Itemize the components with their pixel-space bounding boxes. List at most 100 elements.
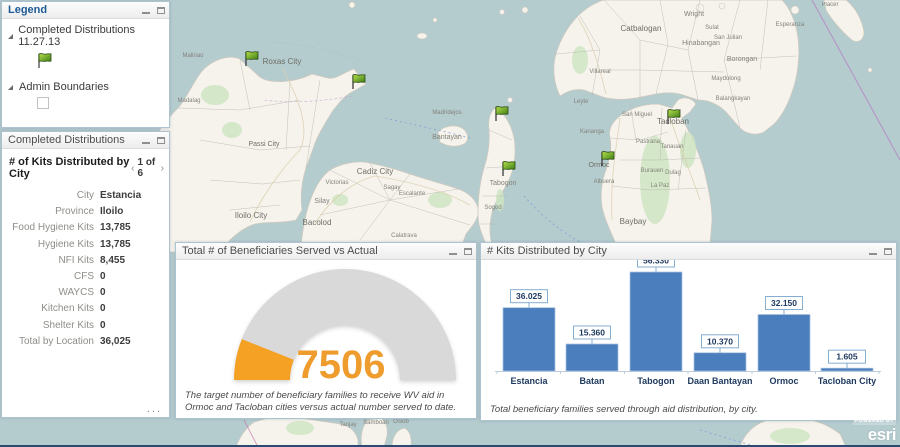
detail-row: Total by Location 36,025 <box>2 334 169 350</box>
bar-tabogon[interactable] <box>629 271 683 372</box>
value-label: 32.150 <box>771 298 797 308</box>
maximize-icon[interactable] <box>157 136 165 144</box>
bar-estancia[interactable] <box>502 307 556 372</box>
detail-value: Estancia <box>100 190 142 201</box>
map-place-label: Dulag <box>665 170 681 176</box>
minimize-icon[interactable] <box>869 247 877 255</box>
distribution-flag-icon[interactable] <box>667 109 681 124</box>
detail-label: NFI Kits <box>58 254 94 266</box>
value-label-box <box>510 289 548 304</box>
detail-value: 13,785 <box>100 238 131 250</box>
maximize-icon[interactable] <box>157 6 165 14</box>
category-label: Daan Bantayan <box>687 376 752 386</box>
detail-label: CFS <box>74 271 94 283</box>
bar-panel-title: # Kits Distributed by City <box>487 245 607 257</box>
map-place-label: Cadiz City <box>357 167 393 176</box>
bar-chart-panel: # Kits Distributed by City 36.025 Estanci… <box>480 242 897 421</box>
vegetation <box>201 46 810 444</box>
distribution-flag-icon[interactable] <box>502 161 516 176</box>
map-place-label: Bacolod <box>303 218 332 227</box>
detail-value: 13,785 <box>100 222 131 234</box>
collapse-triangle-icon[interactable] <box>7 33 13 40</box>
map-place-label: Balangkayan <box>716 96 751 102</box>
map-place-label: Oslob <box>393 419 409 425</box>
gauge-panel-title: Total # of Beneficiaries Served vs Actua… <box>182 245 378 257</box>
map-place-label: Bantayan <box>432 134 462 141</box>
map-place-label: Albuera <box>594 179 615 185</box>
detail-label: WAYCS <box>58 287 94 299</box>
category-label: Estancia <box>510 376 548 386</box>
gauge-panel: Total # of Beneficiaries Served vs Actua… <box>175 242 477 419</box>
category-label: Ormoc <box>769 376 798 386</box>
map-place-label: Roxas City <box>263 57 302 66</box>
map-place-label: Madridejos <box>432 110 461 116</box>
value-label-box <box>765 295 803 310</box>
admin-boundaries-swatch <box>37 97 49 109</box>
minimize-icon[interactable] <box>449 247 457 255</box>
minimize-icon[interactable] <box>142 6 150 14</box>
bar-ormoc[interactable] <box>757 314 811 372</box>
admin-boundaries <box>177 0 797 241</box>
detail-label: Food Hygiene Kits <box>12 222 94 234</box>
value-label-box <box>701 334 739 349</box>
minimize-icon[interactable] <box>142 136 150 144</box>
map-place-label: Sulat <box>705 25 719 31</box>
legend-titlebar[interactable]: Legend <box>2 2 169 19</box>
maximize-icon[interactable] <box>464 247 472 255</box>
map-place-label: Silay <box>314 198 330 205</box>
value-label: 56.330 <box>643 260 669 266</box>
legend-item-label: Admin Boundaries <box>19 81 109 93</box>
bar-titlebar[interactable]: # Kits Distributed by City <box>481 243 896 260</box>
map-place-label: Villareal <box>589 69 610 75</box>
detail-label: Total by Location <box>18 335 94 347</box>
maximize-icon[interactable] <box>884 247 892 255</box>
window-bottom-border <box>0 445 900 447</box>
details-panel-title: Completed Distributions <box>8 134 125 146</box>
pager-prev-icon[interactable]: ‹ <box>131 162 135 174</box>
map-labels: Malinao Madalag Roxas City Passi City Iloilo… <box>177 2 838 428</box>
gauge-value: 7506 <box>297 343 386 387</box>
map-place-label: Tanauan <box>660 144 683 150</box>
collapse-triangle-icon[interactable] <box>7 84 14 91</box>
powered-by-label: POWERED BY <box>852 418 896 425</box>
bar-batan[interactable] <box>565 343 619 372</box>
detail-value: 0 <box>100 319 106 331</box>
map-place-label: Sagay <box>383 185 400 191</box>
detail-value: 0 <box>100 287 106 299</box>
map-place-label: Calatrava <box>391 233 417 239</box>
category-label: Tabogon <box>637 376 674 386</box>
pager-next-icon[interactable]: › <box>160 162 164 174</box>
details-heading: # of Kits Distributed by City <box>9 156 130 180</box>
detail-row: Food Hygiene Kits 13,785 <box>2 220 169 236</box>
gauge-fill-arc <box>234 339 294 380</box>
details-titlebar[interactable]: Completed Distributions <box>2 132 169 149</box>
map-place-label: Madalag <box>177 98 200 104</box>
distribution-flag-icon[interactable] <box>245 51 259 66</box>
gauge-track-arc <box>234 269 456 380</box>
bar-chart: 36.025 Estancia 15.360 Batan 56.330 Tabogon 10… <box>495 260 881 386</box>
map-place-label: Victorias <box>326 180 349 186</box>
detail-label: City <box>76 190 94 201</box>
detail-value: 0 <box>100 303 106 315</box>
distribution-flag-icon[interactable] <box>495 106 509 121</box>
category-label: Tacloban City <box>818 376 876 386</box>
detail-label: Hygiene Kits <box>37 238 94 250</box>
overflow-ellipsis[interactable]: ... <box>146 403 162 415</box>
map-place-label: San Julian <box>714 35 742 41</box>
detail-row: CFS 0 <box>2 269 169 285</box>
detail-row: Province Iloilo <box>2 204 169 220</box>
value-label: 15.360 <box>579 328 605 338</box>
detail-row: NFI Kits 8,455 <box>2 253 169 269</box>
bar-tacloban-city[interactable] <box>820 367 874 372</box>
distribution-flag-icon[interactable] <box>601 151 615 166</box>
map-flag-markers[interactable] <box>245 51 681 176</box>
bar-daan-bantayan[interactable] <box>693 352 747 372</box>
gauge-titlebar[interactable]: Total # of Beneficiaries Served vs Actua… <box>176 243 476 260</box>
green-flag-icon <box>38 53 52 68</box>
distribution-flag-icon[interactable] <box>352 74 366 89</box>
value-label-box <box>828 349 866 364</box>
map-place-label: Leyte <box>574 99 589 105</box>
esri-logo[interactable]: POWERED BY esri <box>852 410 897 443</box>
